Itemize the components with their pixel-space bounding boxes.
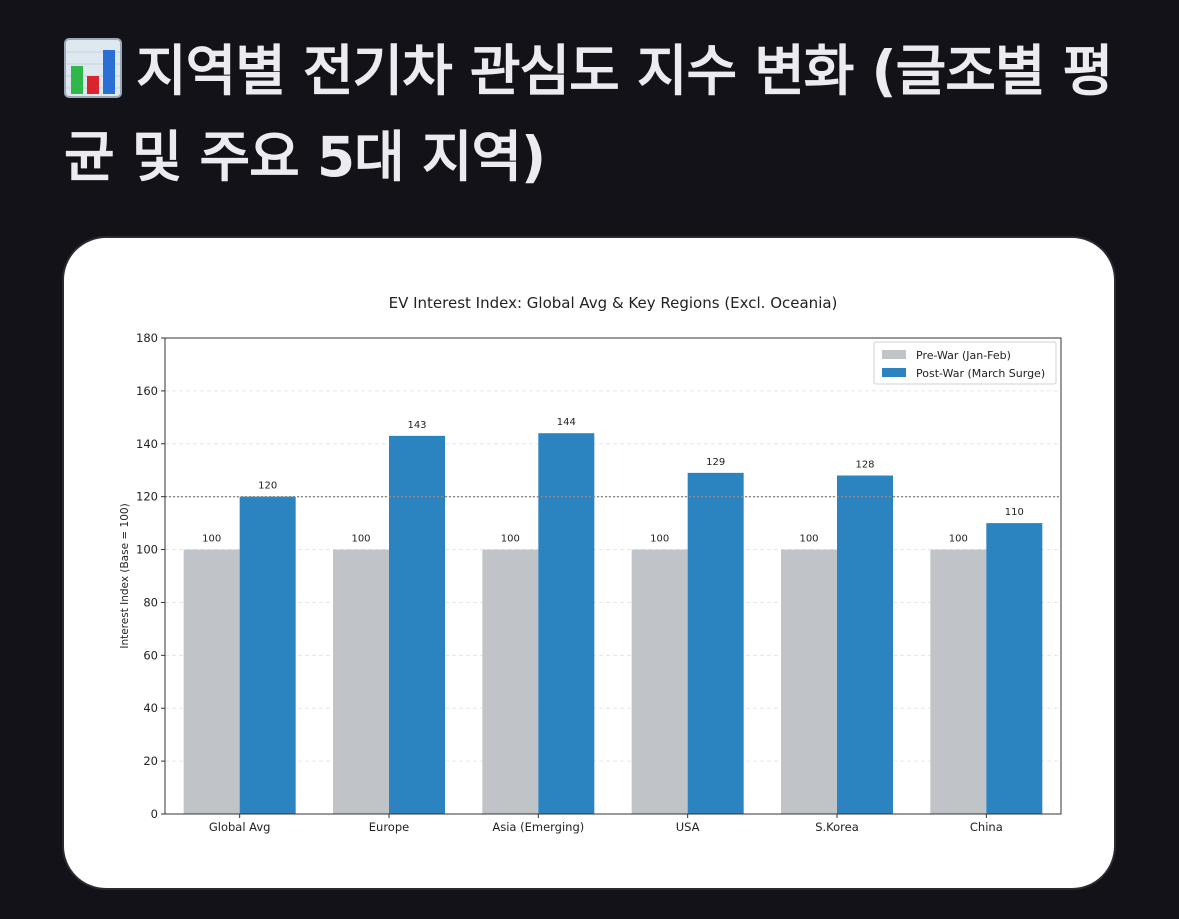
chart-card: 100 120 Global Avg 100 143 Europe 100 144 Asia (…: [62, 236, 1116, 890]
data-label: 128: [855, 460, 874, 471]
heading-title: 지역별 전기차 관심도 지수 변화 (글조별 평균 및 주요 5대 지역): [64, 39, 1113, 189]
y-tick-label: 120: [136, 490, 158, 504]
y-tick-label: 140: [136, 437, 158, 451]
legend-swatch: [882, 350, 906, 359]
data-label: 100: [202, 534, 221, 545]
y-axis-label: Interest Index (Base = 100): [119, 503, 131, 648]
data-label: 120: [258, 481, 277, 492]
legend-label: Post-War (March Surge): [916, 367, 1045, 380]
y-tick-label: 180: [136, 331, 158, 345]
data-label: 100: [501, 534, 520, 545]
bar-post-war: [687, 472, 744, 814]
y-tick-label: 40: [143, 701, 158, 715]
legend-label: Pre-War (Jan-Feb): [916, 349, 1011, 362]
data-label: 100: [650, 534, 669, 545]
y-tick-label: 60: [143, 648, 158, 662]
legend-swatch: [882, 368, 906, 377]
bar-post-war: [538, 433, 595, 814]
y-tick-label: 20: [143, 754, 158, 768]
legend-box: [873, 341, 1057, 385]
data-label: 100: [799, 534, 818, 545]
bar-post-war: [389, 435, 445, 814]
bar-chart-emoji-icon: [64, 36, 122, 98]
bar-pre-war: [482, 549, 539, 814]
bar-pre-war: [333, 549, 389, 814]
y-tick-label: 100: [136, 543, 158, 557]
bar-chart: 100 120 Global Avg 100 143 Europe 100 144 Asia (…: [119, 294, 1062, 834]
bar-pre-war: [781, 549, 837, 814]
data-label: 100: [351, 534, 370, 545]
x-tick-label: China: [970, 820, 1003, 834]
y-tick-label: 160: [136, 384, 158, 398]
bar-pre-war: [930, 549, 987, 814]
bar-post-war: [986, 523, 1043, 814]
bar-pre-war: [183, 549, 240, 814]
data-label: 129: [706, 457, 725, 468]
data-label: 143: [407, 420, 426, 431]
data-label: 144: [557, 417, 576, 428]
x-tick-label: Europe: [369, 820, 409, 834]
page-title: 지역별 전기차 관심도 지수 변화 (글조별 평균 및 주요 5대 지역): [64, 28, 1124, 200]
x-tick-label: Asia (Emerging): [492, 820, 584, 834]
x-tick-label: S.Korea: [815, 820, 859, 834]
bar-pre-war: [631, 549, 688, 814]
data-label: 100: [949, 534, 968, 545]
y-tick-label: 0: [151, 807, 158, 821]
x-tick-label: Global Avg: [209, 820, 271, 834]
bar-post-war: [837, 475, 893, 814]
y-tick-label: 80: [143, 595, 158, 609]
data-label: 110: [1005, 507, 1024, 518]
chart-title: EV Interest Index: Global Avg & Key Regi…: [389, 294, 838, 312]
x-tick-label: USA: [676, 820, 700, 834]
bar-post-war: [239, 496, 296, 814]
plot-frame: [164, 337, 1062, 815]
